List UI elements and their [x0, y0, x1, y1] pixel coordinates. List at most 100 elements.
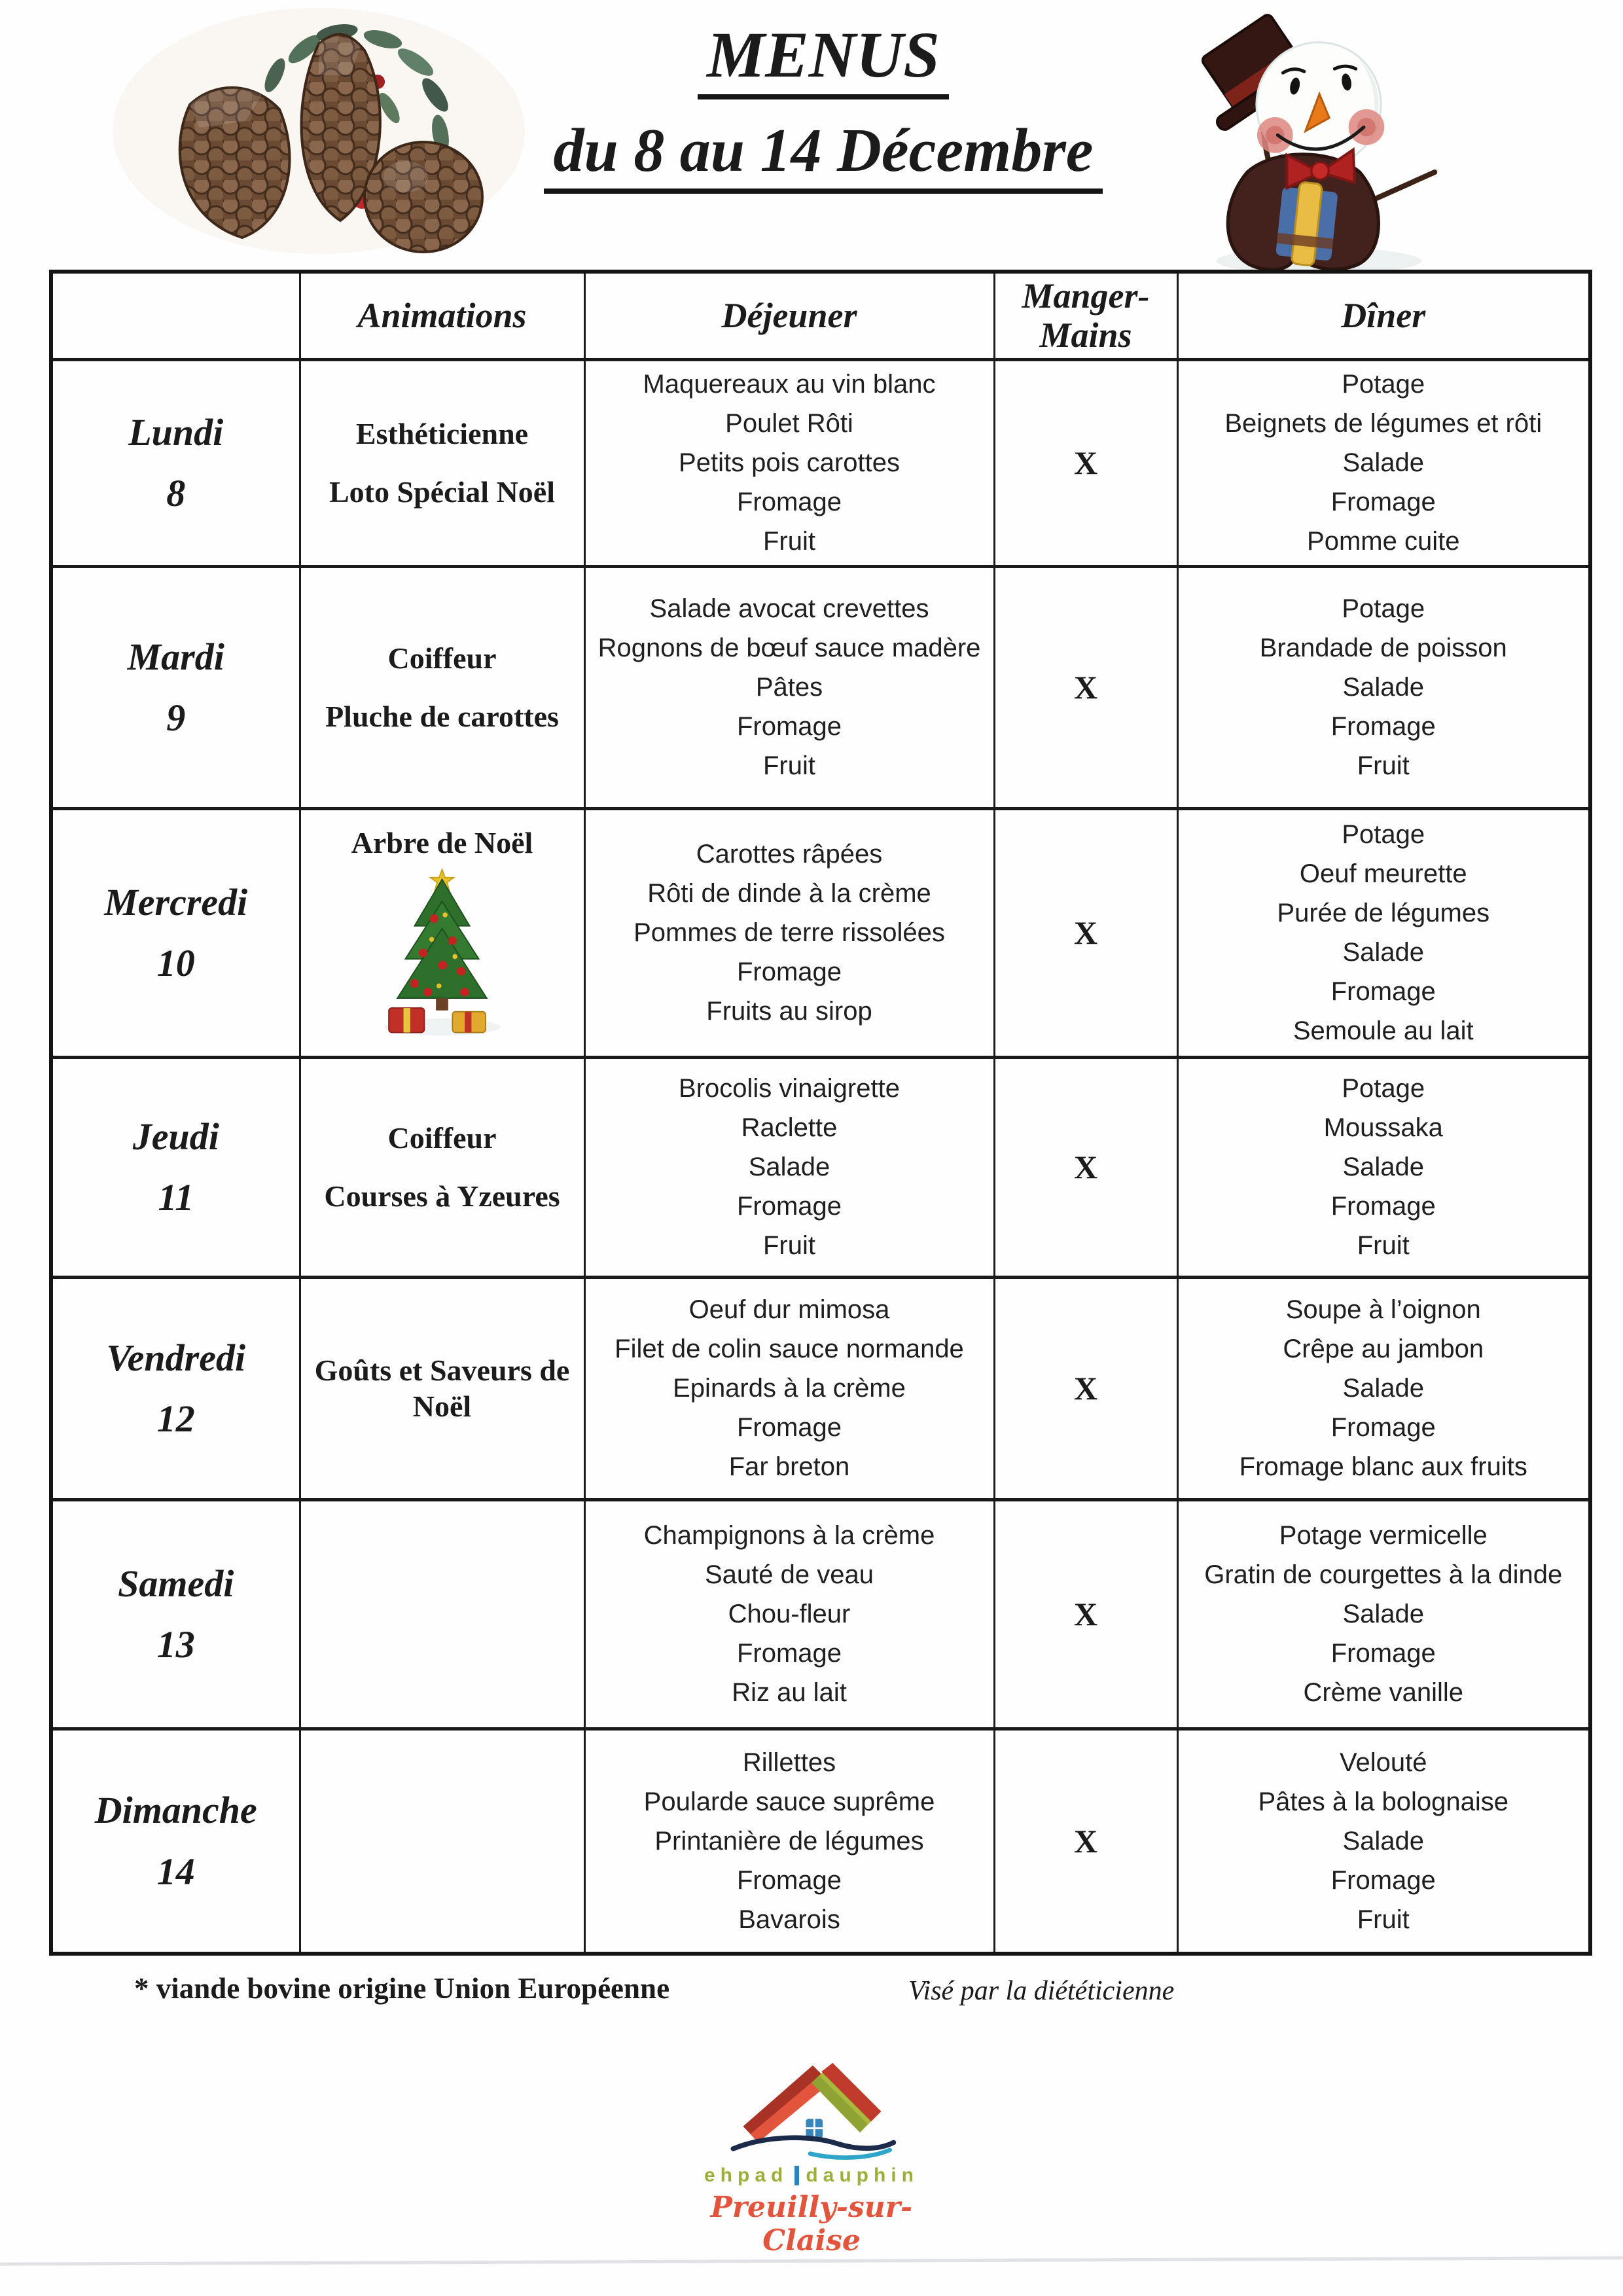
gift-icon — [1275, 181, 1338, 266]
menu-row-mercredi: Mercredi 10 Arbre de Noël — [50, 806, 1592, 1059]
day-name: Samedi — [118, 1562, 234, 1605]
logo-brand-right: dauphin — [806, 2164, 919, 2186]
dejeuner-item: Fromage — [736, 1866, 842, 1895]
logo-town-name: Preuilly-sur-Claise — [710, 2191, 913, 2257]
dejeuner-item: Poulet Rôti — [725, 409, 853, 439]
dejeuner-cell: Brocolis vinaigrette Raclette Salade Fromag… — [583, 1055, 995, 1279]
dejeuner-item: Fromage — [736, 1639, 842, 1668]
header-day — [50, 270, 301, 361]
diner-cell: Potage vermicelle Gratin de courgettes à … — [1176, 1498, 1592, 1731]
dejeuner-item: Oeuf dur mimosa — [688, 1295, 890, 1325]
diner-cell: Potage Moussaka Salade Fromage Fruit — [1176, 1055, 1592, 1279]
dejeuner-item: Bavarois — [738, 1905, 840, 1935]
header-manger-mains: Manger-Mains — [993, 270, 1179, 361]
dejeuner-item: Champignons à la crème — [643, 1521, 935, 1551]
header-row: Animations Déjeuner Manger-Mains Dîner — [50, 270, 1592, 361]
dejeuner-item: Chou-fleur — [728, 1600, 851, 1629]
animation-label: Loto Spécial Noël — [329, 475, 555, 509]
dejeuner-item: Pommes de terre rissolées — [633, 918, 945, 948]
pine-cone-center — [300, 33, 382, 223]
manger-mains-cell: X — [993, 1727, 1179, 1956]
day-number: 11 — [158, 1176, 194, 1219]
diner-item: Purée de légumes — [1277, 899, 1490, 928]
manger-mains-cell: X — [993, 806, 1179, 1059]
logo-brand-line: ehpad dauphin — [704, 2164, 919, 2187]
diner-item: Potage — [1342, 594, 1425, 624]
day-cell: Lundi 8 — [50, 357, 301, 568]
dejeuner-item: Poularde sauce suprême — [643, 1787, 935, 1817]
diner-item: Salade — [1342, 1153, 1425, 1182]
diner-item: Beignets de légumes et rôti — [1224, 409, 1543, 439]
dejeuner-cell: Oeuf dur mimosa Filet de colin sauce norm… — [583, 1275, 995, 1501]
diner-item: Semoule au lait — [1293, 1016, 1474, 1046]
animation-label: Coiffeur — [387, 641, 497, 675]
dejeuner-item: Fromage — [736, 712, 842, 742]
diner-item: Crêpe au jambon — [1283, 1335, 1484, 1364]
dejeuner-item: Fruit — [763, 751, 815, 781]
title-menus: MENUS — [698, 21, 949, 99]
day-cell: Dimanche 14 — [50, 1727, 301, 1956]
christmas-tree-icon — [383, 868, 501, 1036]
dejeuner-item: Fruits au sirop — [706, 997, 872, 1026]
dejeuner-item: Rôti de dinde à la crème — [647, 879, 931, 908]
dejeuner-item: Raclette — [741, 1113, 838, 1143]
day-cell: Jeudi 11 — [50, 1055, 301, 1279]
animation-label: Arbre de Noël — [351, 825, 533, 859]
day-name: Mercredi — [104, 880, 248, 924]
manger-mains-cell: X — [993, 1498, 1179, 1731]
dejeuner-cell: Rillettes Poularde sauce suprême Printaniè… — [583, 1727, 995, 1956]
snowman-icon — [1201, 14, 1438, 274]
day-cell: Mardi 9 — [50, 564, 301, 810]
menu-row-mardi: Mardi 9 Coiffeur Pluche de carottes Salad… — [50, 564, 1592, 810]
dejeuner-item: Brocolis vinaigrette — [679, 1074, 900, 1103]
dejeuner-item: Fromage — [736, 958, 842, 987]
dejeuner-item: Rillettes — [742, 1748, 836, 1778]
menu-row-dimanche: Dimanche 14 Rillettes Poularde sauce supr… — [50, 1727, 1592, 1956]
animations-cell: Coiffeur Pluche de carottes — [298, 564, 586, 810]
diner-item: Fromage — [1330, 1192, 1436, 1221]
diner-item: Velouté — [1340, 1748, 1427, 1778]
dietician-signature-note: Visé par la diététicienne — [908, 1976, 1175, 2006]
diner-item: Fruit — [1357, 751, 1410, 781]
dejeuner-item: Pâtes — [755, 673, 823, 702]
bow-tie-icon — [1285, 147, 1356, 190]
dejeuner-item: Fruit — [763, 527, 815, 556]
diner-cell: Potage Brandade de poisson Salade Fromage Fr… — [1176, 564, 1592, 810]
day-name: Vendredi — [106, 1336, 246, 1379]
animations-cell: Arbre de Noël — [298, 806, 586, 1059]
animations-cell — [298, 1498, 586, 1731]
day-name: Mardi — [127, 635, 224, 678]
menu-row-vendredi: Vendredi 12 Goûts et Saveurs de Noël Oeu… — [50, 1275, 1592, 1501]
weekly-menu-table: Animations Déjeuner Manger-Mains Dîner L… — [49, 270, 1592, 1956]
diner-item: Fromage — [1330, 977, 1436, 1007]
diner-item: Fromage — [1330, 1866, 1436, 1895]
diner-item: Potage vermicelle — [1279, 1521, 1488, 1551]
dejeuner-cell: Maquereaux au vin blanc Poulet Rôti Petits… — [583, 357, 995, 568]
dejeuner-cell: Champignons à la crème Sauté de veau Chou-… — [583, 1498, 995, 1731]
day-number: 9 — [166, 696, 186, 740]
diner-item: Potage — [1342, 820, 1425, 850]
dejeuner-cell: Salade avocat crevettes Rognons de bœuf s… — [583, 564, 995, 810]
diner-item: Salade — [1342, 1827, 1425, 1856]
header-dejeuner: Déjeuner — [583, 270, 995, 361]
diner-item: Salade — [1342, 1374, 1425, 1403]
day-number: 14 — [156, 1850, 195, 1893]
ehpad-house-logo-icon — [730, 2062, 897, 2160]
day-name: Dimanche — [94, 1789, 257, 1832]
beef-origin-footnote: * viande bovine origine Union Européenne — [134, 1972, 670, 2005]
diner-item: Salade — [1342, 1600, 1425, 1629]
title-date-range: du 8 au 14 Décembre — [544, 118, 1103, 194]
diner-cell: Velouté Pâtes à la bolognaise Salade Fromag… — [1176, 1727, 1592, 1956]
diner-cell: Potage Oeuf meurette Purée de légumes Salad… — [1176, 806, 1592, 1059]
dejeuner-cell: Carottes râpées Rôti de dinde à la crème P… — [583, 806, 995, 1059]
dejeuner-item: Petits pois carottes — [679, 448, 900, 478]
diner-item: Fruit — [1357, 1905, 1410, 1935]
scan-artifact-line — [0, 2256, 1623, 2266]
dejeuner-item: Sauté de veau — [705, 1560, 874, 1590]
header-diner: Dîner — [1176, 270, 1592, 361]
day-number: 13 — [156, 1623, 195, 1666]
dejeuner-item: Fromage — [736, 1192, 842, 1221]
ehpad-logo: ehpad dauphin Preuilly-sur-Claise — [704, 2062, 919, 2257]
day-cell: Mercredi 10 — [50, 806, 301, 1059]
